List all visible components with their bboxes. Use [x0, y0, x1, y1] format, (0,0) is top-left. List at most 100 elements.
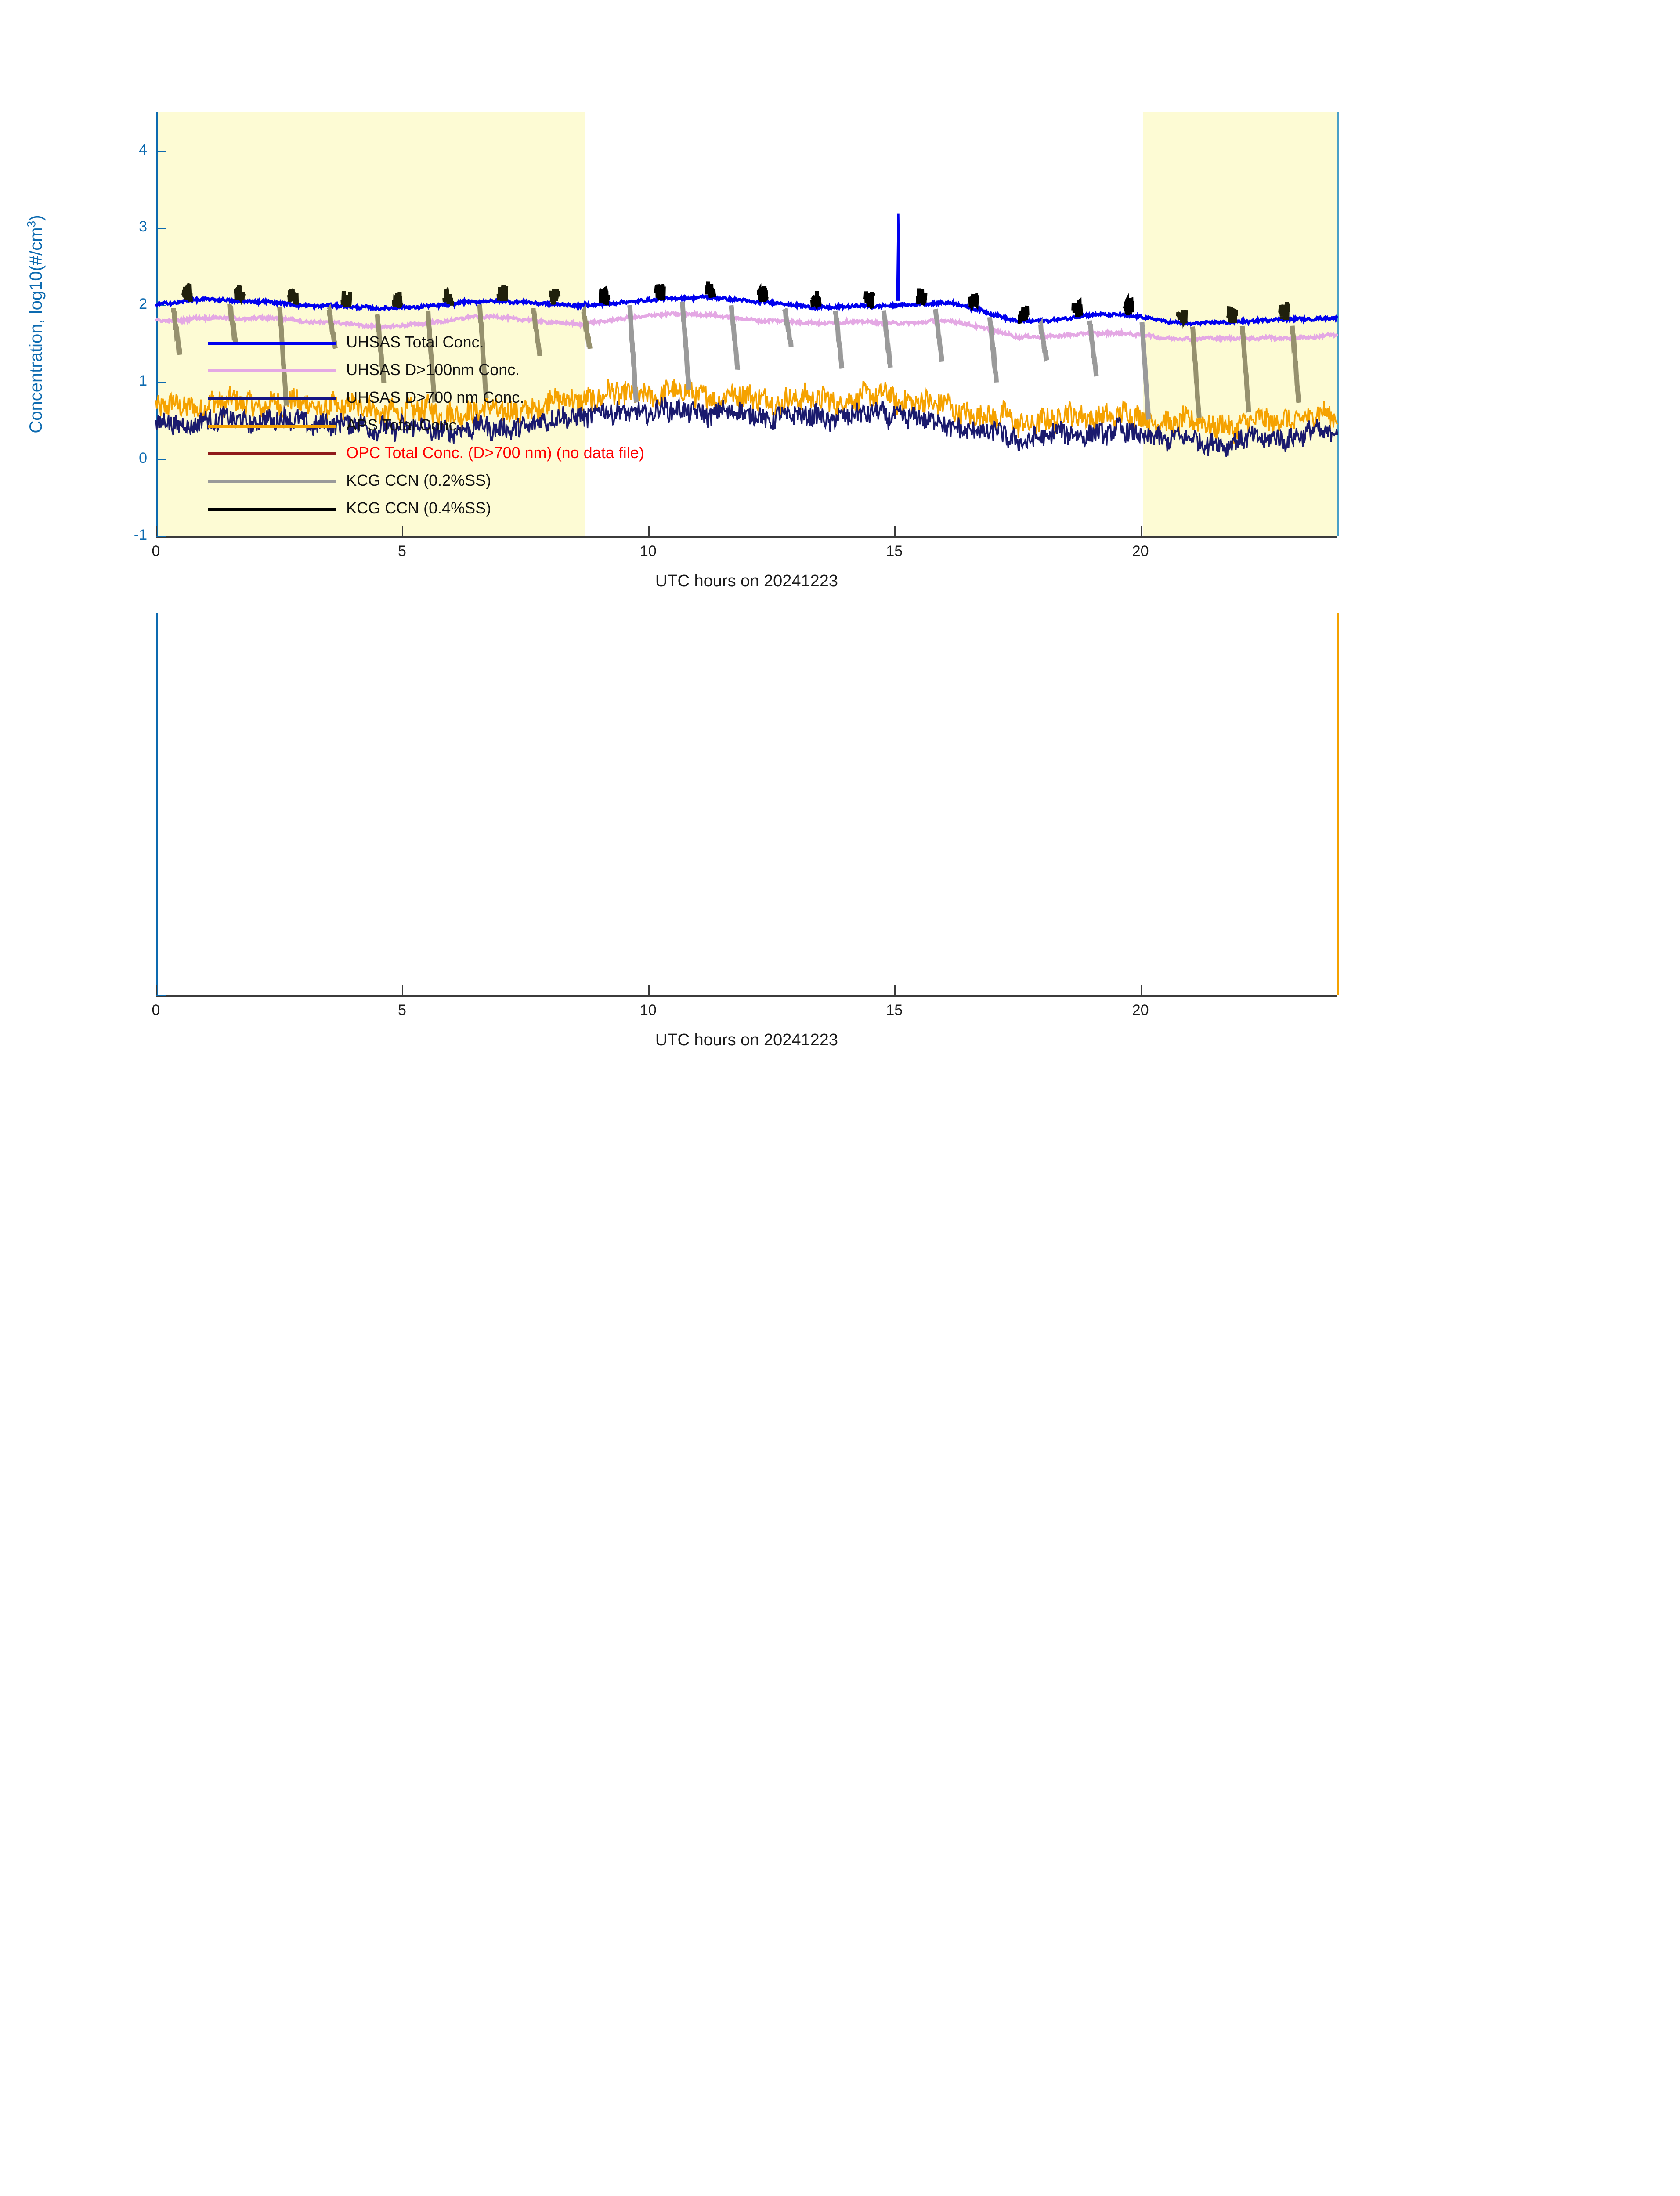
trace-kcg-ccn-02ss — [581, 304, 593, 349]
trace-kcg-ccn-02ss — [987, 317, 999, 383]
panel2-x-tick — [894, 985, 896, 995]
panel1-y-tick-label: 3 — [139, 218, 147, 235]
panel1-x-tick — [1140, 526, 1142, 536]
panel1-y-tick — [156, 536, 166, 537]
trace-kcg-ccn-02ss — [1038, 317, 1049, 363]
panel1-y-tick-label: 0 — [139, 449, 147, 466]
legend-swatch-1 — [207, 369, 336, 373]
trace-kcg-ccn-04ss — [181, 282, 193, 302]
trace-kcg-ccn-02ss — [1139, 322, 1151, 420]
trace-kcg-ccn-04ss — [757, 283, 769, 302]
panel-uhsas-size-distribution — [0, 1085, 1680, 1572]
panel1-x-tick — [894, 526, 896, 536]
trace-kcg-ccn-02ss — [171, 308, 183, 355]
trace-kcg-ccn-04ss — [654, 284, 666, 301]
panel1-y-axis-right-line — [1337, 112, 1339, 536]
panel1-x-tick — [648, 526, 650, 536]
trace-kcg-ccn-04ss — [496, 283, 509, 301]
panel2-x-tick-label: 20 — [1132, 1002, 1149, 1019]
panel2-x-tick — [648, 985, 650, 995]
panel2-left-y-tick — [156, 995, 166, 996]
trace-kcg-ccn-02ss — [1190, 326, 1202, 418]
panel2-y-axis-line — [156, 613, 158, 995]
trace-kcg-ccn-02ss — [1239, 325, 1251, 413]
panel2-x-tick-label: 0 — [152, 1002, 160, 1019]
night-shading-region — [1143, 112, 1337, 536]
panel1-y-tick-label: 1 — [139, 372, 147, 390]
panel1-y-tick — [156, 382, 166, 383]
panel2-x-axis-line — [156, 995, 1337, 997]
panel2-x-tick — [402, 985, 404, 995]
trace-kcg-ccn-04ss — [810, 291, 822, 311]
legend-label-4: OPC Total Conc. (D>700 nm) (no data file… — [346, 444, 644, 462]
trace-kcg-ccn-02ss — [1290, 325, 1301, 404]
panel2-x-tick — [1140, 985, 1142, 995]
trace-kcg-ccn-02ss — [477, 304, 489, 399]
panel1-x-axis-line — [156, 536, 1337, 538]
panel1-y-tick-label: 4 — [139, 141, 147, 158]
legend-label-5: KCG CCN (0.2%SS) — [346, 471, 491, 490]
panel1-x-tick-label: 20 — [1132, 543, 1149, 560]
legend-label-0: UHSAS Total Conc. — [346, 333, 484, 351]
panel1-x-tick-label: 0 — [152, 543, 160, 560]
panel1-x-tick-label: 10 — [639, 543, 657, 560]
trace-kcg-ccn-02ss — [782, 307, 794, 348]
panel1-y-tick — [156, 459, 166, 460]
trace-kcg-ccn-04ss — [1278, 302, 1290, 320]
trace-kcg-ccn-02ss — [426, 310, 437, 403]
trace-kcg-ccn-04ss — [340, 291, 352, 307]
legend-label-6: KCG CCN (0.4%SS) — [346, 499, 491, 517]
panel1-y-tick — [156, 150, 166, 152]
trace-kcg-ccn-02ss — [227, 303, 238, 345]
trace-kcg-ccn-02ss — [1087, 320, 1099, 377]
legend-label-2: UHSAS D>700 nm Conc. — [346, 388, 524, 407]
panel1-x-tick-label: 15 — [886, 543, 903, 560]
trace-kcg-ccn-04ss — [1176, 310, 1188, 329]
legend-swatch-2 — [207, 397, 336, 401]
trace-kcg-ccn-04ss — [863, 291, 875, 309]
legend-label-3: APS Total Conc. — [346, 416, 461, 434]
panel2-y-axis-right-line — [1337, 613, 1339, 995]
panel1-x-tick-label: 5 — [397, 543, 406, 560]
panel2-x-tick-label: 15 — [886, 1002, 903, 1019]
trace-kcg-ccn-04ss — [1018, 305, 1030, 324]
panel1-y-tick — [156, 304, 166, 306]
legend-swatch-0 — [207, 342, 336, 345]
trace-kcg-ccn-04ss — [234, 285, 246, 306]
panel1-x-tick — [156, 526, 157, 536]
trace-kcg-ccn-04ss — [1123, 293, 1135, 316]
trace-kcg-ccn-02ss — [729, 305, 741, 370]
trace-uhsas-total-conc — [155, 293, 1339, 327]
panel1-y-tick-label: 2 — [139, 295, 147, 312]
trace-kcg-ccn-02ss — [680, 301, 692, 390]
panel2-x-tick-label: 5 — [397, 1002, 406, 1019]
panel1-x-tick — [402, 526, 404, 536]
panel2-plot-area — [156, 613, 1337, 995]
panel1-y-axis-line — [156, 112, 158, 536]
trace-kcg-ccn-04ss — [598, 285, 611, 306]
trace-kcg-ccn-04ss — [915, 288, 928, 306]
panel-opc-dm — [0, 1572, 1680, 2082]
trace-kcg-ccn-02ss — [833, 310, 845, 369]
trace-kcg-ccn-04ss — [442, 286, 454, 306]
trace-kcg-ccn-04ss — [1071, 297, 1083, 318]
panel2-x-tick-label: 10 — [639, 1002, 657, 1019]
legend-swatch-5 — [207, 480, 336, 484]
trace-uhsas-total-spike — [896, 213, 900, 301]
trace-kcg-ccn-04ss — [391, 292, 403, 308]
trace-kcg-ccn-04ss — [968, 293, 979, 312]
panel2-x-tick — [156, 985, 157, 995]
trace-kcg-ccn-04ss — [549, 289, 561, 305]
legend-swatch-4 — [207, 452, 336, 456]
panel1-y-tick — [156, 228, 166, 229]
trace-kcg-ccn-02ss — [881, 310, 893, 368]
panel5-plot-area — [156, 2104, 1337, 2196]
trace-kcg-ccn-04ss — [705, 281, 716, 298]
panel1-y-tick-label: -1 — [134, 527, 147, 543]
panel-aps-size-distribution — [0, 2082, 1680, 2196]
trace-uhsas-d700-conc — [155, 397, 1338, 457]
trace-aps-total-conc — [155, 379, 1338, 444]
trace-kcg-ccn-02ss — [933, 308, 945, 362]
